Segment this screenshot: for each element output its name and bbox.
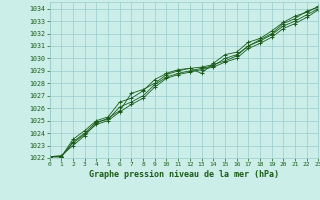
X-axis label: Graphe pression niveau de la mer (hPa): Graphe pression niveau de la mer (hPa) bbox=[89, 170, 279, 179]
